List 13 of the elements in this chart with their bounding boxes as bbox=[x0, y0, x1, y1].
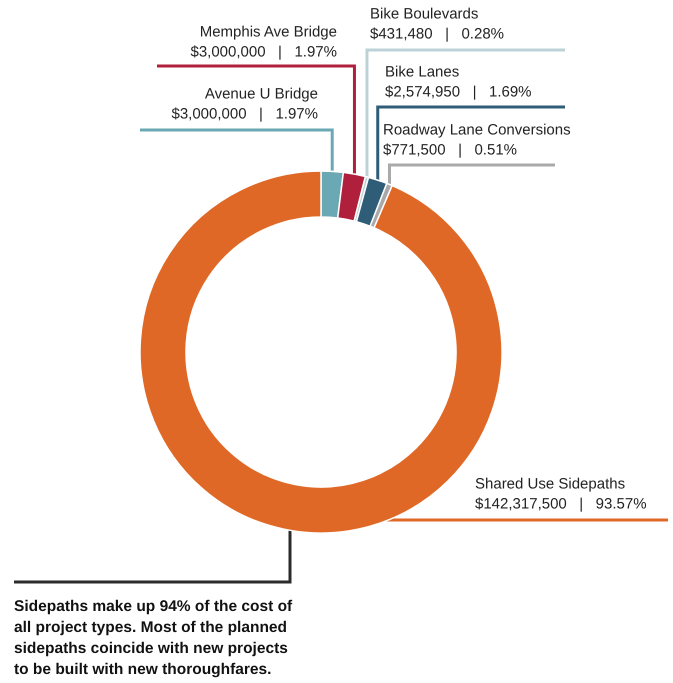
slice-label: Avenue U Bridge bbox=[204, 86, 318, 102]
slice-label: Shared Use Sidepaths bbox=[475, 476, 626, 492]
slice-label: Bike Boulevards bbox=[370, 6, 478, 22]
data-label: $142,317,500 | 93.57% bbox=[475, 496, 647, 512]
data-label: $2,574,950 | 1.69% bbox=[385, 84, 532, 100]
text: Sidepaths make up 94% of the cost of all project types. Most of the planned sidepaths coincide with new projects to be built with new thoroughfares. bbox=[14, 598, 297, 678]
slice-label: Bike Lanes bbox=[385, 64, 460, 80]
data-label: $431,480 | 0.28% bbox=[370, 26, 504, 42]
slice-label: Roadway Lane Conversions bbox=[383, 122, 571, 138]
data-label: $3,000,000 | 1.97% bbox=[190, 44, 337, 60]
data-label: $771,500 | 0.51% bbox=[383, 142, 517, 158]
data-label: $3,000,000 | 1.97% bbox=[171, 106, 318, 122]
slice-label: Memphis Ave Bridge bbox=[200, 24, 337, 40]
